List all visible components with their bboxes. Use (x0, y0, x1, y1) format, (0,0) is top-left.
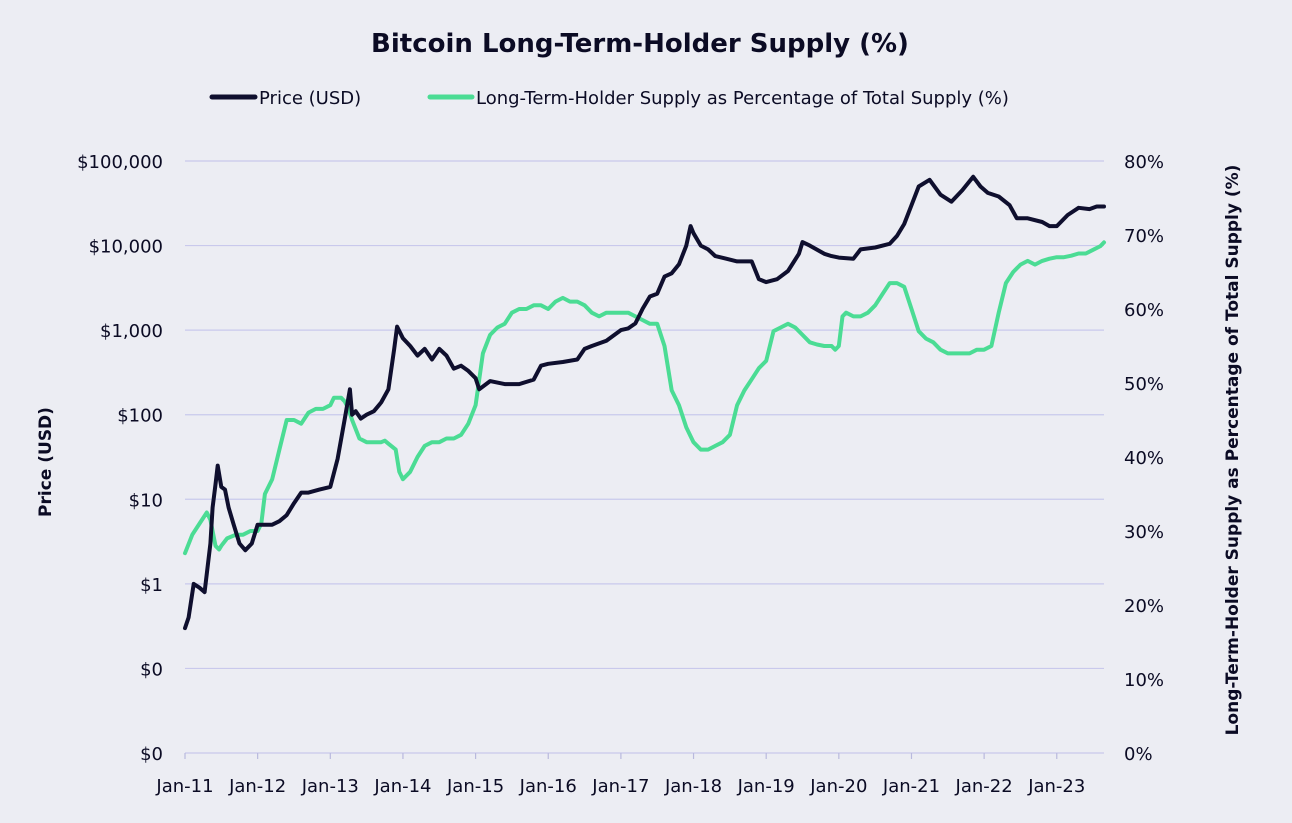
left-tick-label: $1 (140, 575, 163, 596)
x-tick-label: Jan-11 (155, 776, 213, 797)
right-tick-label: 50% (1124, 374, 1164, 395)
x-tick-label: Jan-23 (1027, 776, 1085, 797)
lth-supply-line (183, 240, 1106, 556)
x-tick-label: Jan-17 (591, 776, 649, 797)
x-tick-label: Jan-18 (664, 776, 722, 797)
legend: Price (USD) Long-Term-Holder Supply as P… (209, 88, 1009, 109)
left-tick-label: $100 (117, 406, 163, 427)
right-axis-ticks: 0% 10% 20% 30% 40% 50% 60% 70% 80% (1124, 152, 1164, 765)
left-tick-label: $100,000 (77, 152, 163, 173)
left-tick-label: $1,000 (100, 321, 163, 342)
x-tick-label: Jan-16 (519, 776, 577, 797)
right-axis-title: Long-Term-Holder Supply as Percentage of… (1223, 165, 1243, 736)
x-tick-label: Jan-14 (373, 776, 431, 797)
x-tick-label: Jan-21 (882, 776, 940, 797)
x-tick-label: Jan-19 (737, 776, 795, 797)
left-axis-title: Price (USD) (36, 407, 56, 517)
right-tick-label: 80% (1124, 152, 1164, 173)
right-tick-label: 70% (1124, 226, 1164, 247)
price-line (183, 174, 1106, 631)
x-tick-label: Jan-13 (301, 776, 359, 797)
chart-title: Bitcoin Long-Term-Holder Supply (%) (371, 29, 909, 59)
x-tick-label: Jan-12 (228, 776, 286, 797)
right-tick-label: 30% (1124, 522, 1164, 543)
legend-label-price: Price (USD) (259, 88, 361, 109)
right-tick-label: 40% (1124, 448, 1164, 469)
right-tick-label: 0% (1124, 744, 1153, 765)
x-axis-ticks: Jan-11 Jan-12 Jan-13 Jan-14 Jan-15 Jan-16 Jan-… (155, 753, 1085, 797)
left-axis-ticks: $0 $0 $1 $10 $100 $1,000 $10,000 $100,000 (77, 152, 163, 765)
x-tick-label: Jan-22 (955, 776, 1013, 797)
gridlines (185, 160, 1104, 754)
right-tick-label: 20% (1124, 596, 1164, 617)
x-tick-label: Jan-20 (809, 776, 867, 797)
left-tick-label: $0 (140, 744, 163, 765)
right-tick-label: 60% (1124, 300, 1164, 321)
left-tick-label: $10,000 (89, 237, 163, 258)
left-tick-label: $0 (140, 659, 163, 680)
legend-label-lth: Long-Term-Holder Supply as Percentage of… (476, 88, 1009, 109)
x-tick-label: Jan-15 (446, 776, 504, 797)
left-tick-label: $10 (129, 490, 163, 511)
right-tick-label: 10% (1124, 670, 1164, 691)
plot-area (183, 174, 1106, 631)
